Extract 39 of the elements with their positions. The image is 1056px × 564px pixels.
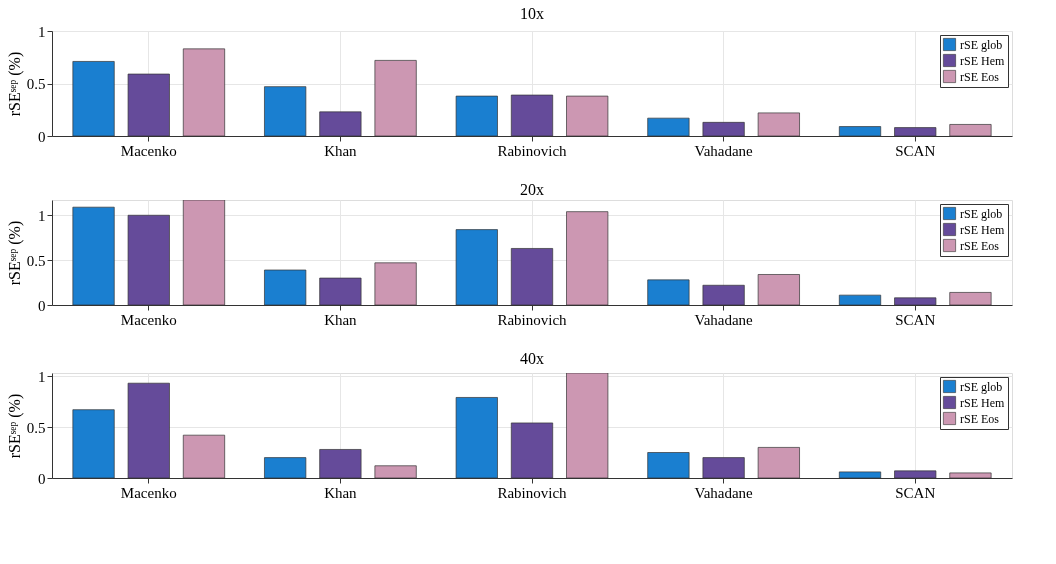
x-tick-label: Macenko bbox=[120, 484, 177, 501]
chart-title: 20x bbox=[520, 181, 544, 198]
legend-label: rSE glob bbox=[960, 379, 1003, 394]
x-tick-label: Khan bbox=[324, 484, 358, 501]
x-tick-label: Vahadane bbox=[694, 142, 754, 159]
y-tick-label: 1 bbox=[38, 368, 46, 385]
x-tick-label: Rabinovich bbox=[497, 311, 568, 328]
x-tick-label: Vahadane bbox=[694, 484, 754, 501]
x-tick-label: Vahadane bbox=[694, 311, 754, 328]
legend-label: rSE glob bbox=[960, 206, 1003, 221]
x-tick-label: Macenko bbox=[120, 311, 177, 328]
chart-title: 10x bbox=[520, 5, 544, 22]
x-tick-label: Khan bbox=[324, 311, 358, 328]
y-tick-label: 1 bbox=[38, 207, 46, 224]
y-axis-title: rSEˢᵉᵖ (%) bbox=[5, 51, 24, 117]
legend-label: rSE Hem bbox=[960, 395, 1005, 410]
legend-label: rSE Hem bbox=[960, 222, 1005, 237]
legend-label: rSE Hem bbox=[960, 53, 1005, 68]
legend-label: rSE Eos bbox=[960, 69, 1000, 84]
y-tick-label: 0 bbox=[38, 297, 46, 314]
x-tick-label: SCAN bbox=[895, 484, 936, 501]
y-axis-title: rSEˢᵉᵖ (%) bbox=[5, 393, 24, 459]
y-tick-label: 0 bbox=[38, 128, 46, 145]
y-axis-title: rSEˢᵉᵖ (%) bbox=[5, 220, 24, 286]
x-tick-label: Rabinovich bbox=[497, 484, 568, 501]
x-tick-label: SCAN bbox=[895, 142, 936, 159]
y-tick-label: 0.5 bbox=[26, 419, 46, 436]
y-tick-label: 0.5 bbox=[26, 252, 46, 269]
y-tick-label: 0 bbox=[38, 470, 46, 487]
chart-title: 40x bbox=[520, 350, 544, 368]
legend-label: rSE glob bbox=[960, 37, 1003, 52]
x-tick-label: Macenko bbox=[120, 142, 177, 159]
y-tick-label: 1 bbox=[38, 23, 46, 40]
x-tick-label: Khan bbox=[324, 142, 358, 159]
x-tick-label: Rabinovich bbox=[497, 142, 568, 159]
y-tick-label: 0.5 bbox=[26, 76, 46, 92]
legend-label: rSE Eos bbox=[960, 238, 1000, 253]
legend-label: rSE Eos bbox=[960, 411, 1000, 426]
x-tick-label: SCAN bbox=[895, 311, 936, 328]
